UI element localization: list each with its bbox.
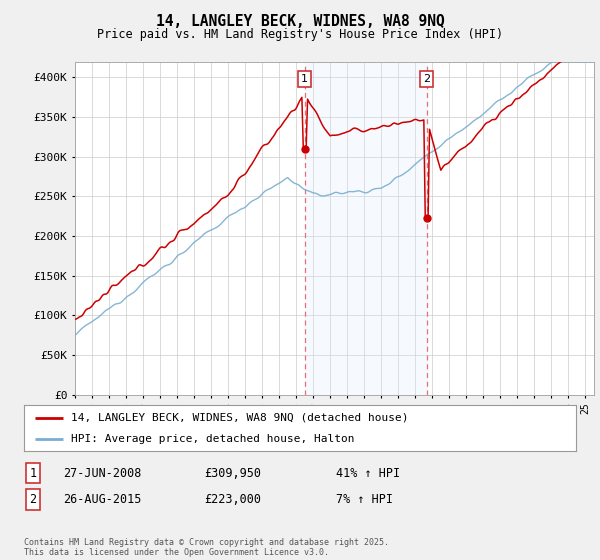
Text: £223,000: £223,000 bbox=[204, 493, 261, 506]
Text: 1: 1 bbox=[29, 466, 37, 480]
Text: Price paid vs. HM Land Registry's House Price Index (HPI): Price paid vs. HM Land Registry's House … bbox=[97, 28, 503, 41]
Text: HPI: Average price, detached house, Halton: HPI: Average price, detached house, Halt… bbox=[71, 435, 355, 444]
Text: 27-JUN-2008: 27-JUN-2008 bbox=[63, 466, 142, 480]
Text: 2: 2 bbox=[423, 74, 430, 84]
Text: 41% ↑ HPI: 41% ↑ HPI bbox=[336, 466, 400, 480]
Text: £309,950: £309,950 bbox=[204, 466, 261, 480]
Bar bbox=[305, 62, 427, 395]
Text: 26-AUG-2015: 26-AUG-2015 bbox=[63, 493, 142, 506]
Text: 14, LANGLEY BECK, WIDNES, WA8 9NQ (detached house): 14, LANGLEY BECK, WIDNES, WA8 9NQ (detac… bbox=[71, 413, 409, 423]
Text: 2: 2 bbox=[29, 493, 37, 506]
Text: 1: 1 bbox=[301, 74, 308, 84]
Text: 14, LANGLEY BECK, WIDNES, WA8 9NQ: 14, LANGLEY BECK, WIDNES, WA8 9NQ bbox=[155, 14, 445, 29]
Text: Contains HM Land Registry data © Crown copyright and database right 2025.
This d: Contains HM Land Registry data © Crown c… bbox=[24, 538, 389, 557]
Text: 7% ↑ HPI: 7% ↑ HPI bbox=[336, 493, 393, 506]
